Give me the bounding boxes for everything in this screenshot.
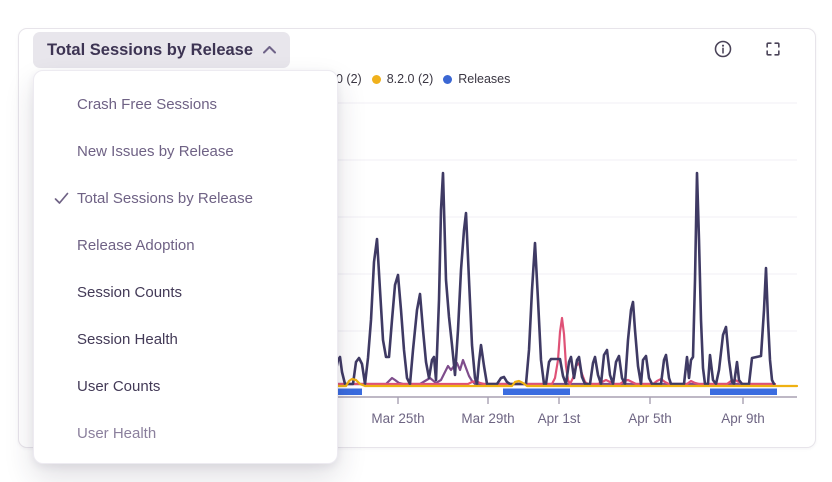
menu-item-new-issues-by-release[interactable]: New Issues by Release xyxy=(34,128,337,175)
series-line-8-2-0-2 xyxy=(336,377,799,388)
series-line-3f3a64 xyxy=(336,171,776,386)
series-line-7e4d8c xyxy=(336,358,777,386)
x-axis-label-apr-9th: Apr 9th xyxy=(721,411,765,426)
card-title: Total Sessions by Release xyxy=(47,40,254,59)
expand-fullscreen-icon xyxy=(766,42,780,56)
chart-svg[interactable] xyxy=(336,90,800,412)
menu-item-label: New Issues by Release xyxy=(77,143,234,160)
chevron-up-icon xyxy=(263,46,277,54)
x-axis-label-mar-25th: Mar 25th xyxy=(371,411,425,426)
release-bar[interactable] xyxy=(710,388,777,396)
menu-item-label: Session Counts xyxy=(77,284,183,301)
menu-item-label: User Counts xyxy=(77,378,161,395)
release-bar[interactable] xyxy=(503,388,570,396)
legend-item-label: 8.2.0 (2) xyxy=(386,72,434,86)
legend-dot-icon xyxy=(443,74,453,84)
x-axis-label-apr-5th: Apr 5th xyxy=(628,411,672,426)
menu-item-label: Crash Free Sessions xyxy=(77,96,218,113)
metric-dropdown-menu: Crash Free Sessions New Issues by Release… xyxy=(33,70,338,464)
legend-item-releases[interactable]: Releases xyxy=(443,72,510,86)
menu-item-label: User Health xyxy=(77,425,157,442)
menu-item-crash-free-sessions[interactable]: Crash Free Sessions xyxy=(34,81,337,128)
x-axis-labels: Mar 25th Mar 29th Apr 1st Apr 5th Apr 9th xyxy=(336,411,800,431)
info-icon xyxy=(714,40,732,58)
menu-item-release-adoption[interactable]: Release Adoption xyxy=(34,222,337,269)
expand-icon-button[interactable] xyxy=(760,36,786,62)
x-axis-label-apr-1st: Apr 1st xyxy=(537,411,581,426)
menu-item-session-counts[interactable]: Session Counts xyxy=(34,269,337,316)
menu-item-user-health[interactable]: User Health xyxy=(34,410,337,457)
menu-item-session-health[interactable]: Session Health xyxy=(34,316,337,363)
release-bar[interactable] xyxy=(336,388,362,396)
legend-dot-icon xyxy=(371,74,381,84)
menu-item-label: Session Health xyxy=(77,331,178,348)
legend-item-8-2-0-2[interactable]: 8.2.0 (2) xyxy=(371,72,434,86)
legend-item-label: Releases xyxy=(458,72,511,86)
menu-item-label: Release Adoption xyxy=(77,237,195,254)
info-button[interactable] xyxy=(710,36,736,62)
menu-item-total-sessions-by-release[interactable]: Total Sessions by Release xyxy=(34,175,337,222)
series-line-df5277 xyxy=(336,316,777,386)
menu-item-user-counts[interactable]: User Counts xyxy=(34,363,337,410)
legend-clipped-text: 0 (2) xyxy=(336,72,362,86)
check-icon xyxy=(54,175,69,222)
metric-select-button[interactable]: Total Sessions by Release xyxy=(33,32,291,68)
menu-item-label: Total Sessions by Release xyxy=(77,190,253,207)
x-axis-label-mar-29th: Mar 29th xyxy=(461,411,515,426)
legend: 0 (2) 8.2.0 (2) Releases xyxy=(336,70,510,88)
